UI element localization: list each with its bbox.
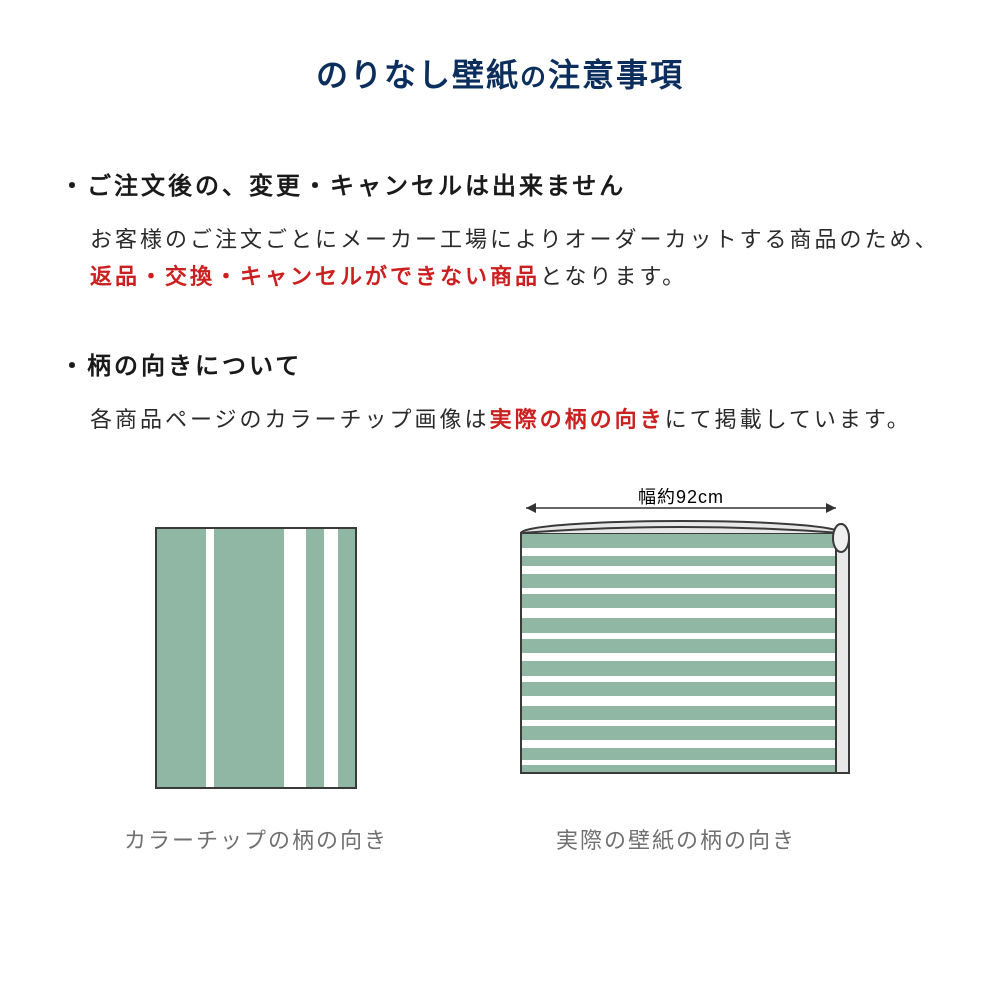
diagrams-container: カラーチップの柄の向き 幅約92cm <box>60 488 940 855</box>
body-pattern: 各商品ページのカラーチップ画像は実際の柄の向きにて掲載しています。 <box>60 401 940 438</box>
diagram-right: 幅約92cm <box>476 488 876 855</box>
wallpaper-roll-illustration: 幅約92cm <box>476 488 876 808</box>
text-before: お客様のご注文ごとにメーカー工場によりオーダーカットする商品のため、 <box>90 227 940 252</box>
heading-pattern: ・柄の向きについて <box>60 346 940 381</box>
section-cancellation: ・ご注文後の、変更・キャンセルは出来ません お客様のご注文ごとにメーカー工場によ… <box>60 166 940 296</box>
width-label: 幅約92cm <box>638 488 724 507</box>
color-chip-illustration <box>136 518 376 808</box>
section-pattern: ・柄の向きについて 各商品ページのカラーチップ画像は実際の柄の向きにて掲載してい… <box>60 346 940 438</box>
text-highlight: 実際の柄の向き <box>490 407 665 432</box>
title-part1: のりなし壁紙 <box>316 57 520 93</box>
diagram-left: カラーチップの柄の向き <box>124 518 388 855</box>
page-title: のりなし壁紙の注意事項 <box>60 50 940 96</box>
body-cancellation: お客様のご注文ごとにメーカー工場によりオーダーカットする商品のため、返品・交換・… <box>60 221 940 296</box>
title-part3: 注意事項 <box>548 57 684 93</box>
text-after: にて掲載しています。 <box>665 407 912 432</box>
text-after: となります。 <box>540 264 687 289</box>
caption-left: カラーチップの柄の向き <box>124 823 388 855</box>
title-part2: の <box>520 62 548 92</box>
heading-cancellation: ・ご注文後の、変更・キャンセルは出来ません <box>60 166 940 201</box>
text-before: 各商品ページのカラーチップ画像は <box>90 407 490 432</box>
text-highlight: 返品・交換・キャンセルができない商品 <box>90 264 540 289</box>
caption-right: 実際の壁紙の柄の向き <box>556 823 796 855</box>
